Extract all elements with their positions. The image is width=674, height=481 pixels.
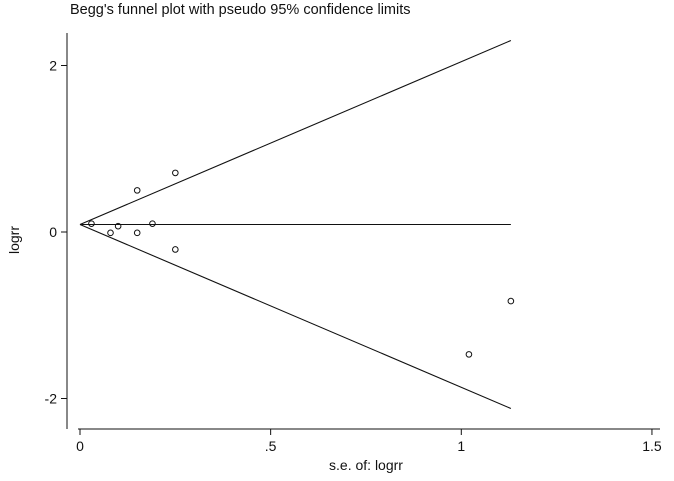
chart-title: Begg's funnel plot with pseudo 95% confi… [70, 2, 411, 18]
upper-confidence-limit-line [79, 40, 512, 226]
study-point [133, 229, 141, 237]
x-tick-label: 1 [457, 438, 465, 454]
x-tick-label: 1.5 [642, 438, 662, 454]
study-point [149, 220, 156, 227]
data-points [88, 169, 515, 358]
study-point [133, 187, 141, 194]
x-axis-label: s.e. of: logrr [329, 457, 403, 473]
y-tick-label: 2 [49, 58, 57, 74]
study-point [114, 222, 122, 230]
study-point [465, 351, 473, 358]
x-tick-label: 0 [76, 438, 84, 454]
axes: -2 0 2 0 .5 1 1.5 [45, 33, 662, 454]
study-point [88, 220, 95, 227]
study-point [172, 246, 179, 253]
y-tick-label: -2 [45, 391, 58, 407]
study-point [172, 169, 179, 177]
lower-confidence-limit-line [79, 224, 512, 409]
x-tick-label: .5 [265, 438, 277, 454]
study-point [107, 229, 114, 237]
study-point [507, 297, 515, 305]
y-axis-label: logrr [6, 226, 22, 254]
y-tick-label: 0 [49, 224, 57, 240]
funnel-lines [79, 40, 512, 409]
